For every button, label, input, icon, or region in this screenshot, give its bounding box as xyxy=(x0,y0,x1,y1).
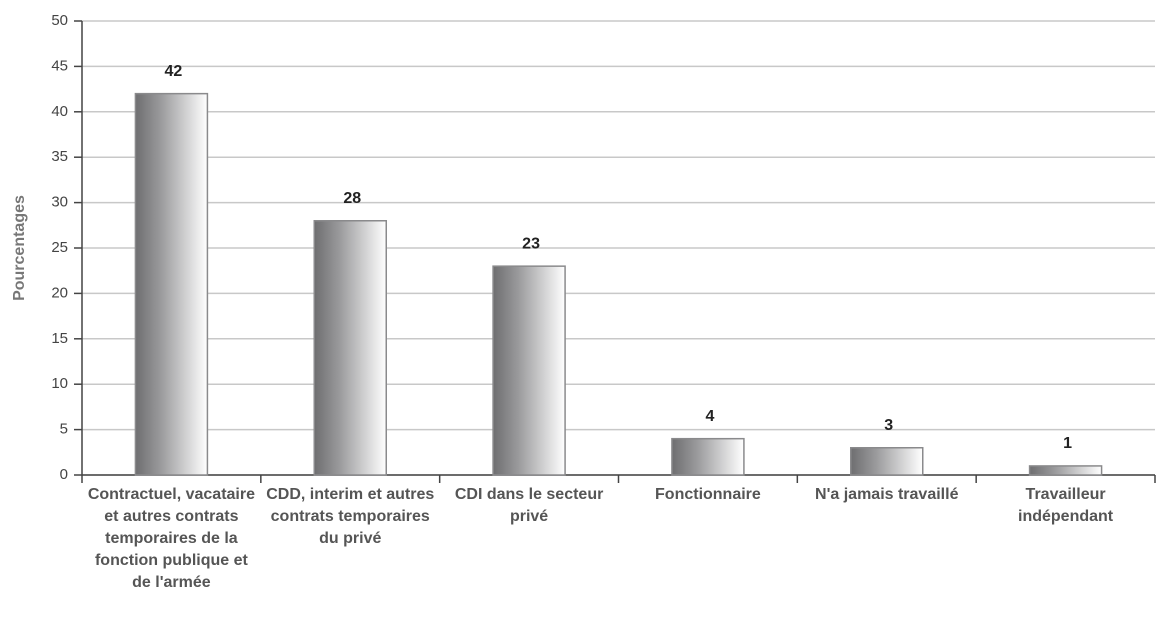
bar xyxy=(492,265,566,476)
y-axis-label: Pourcentages xyxy=(11,195,28,301)
x-tick-label: Contractuel, vacataire et autres contrat… xyxy=(87,486,255,591)
y-tick-label: 40 xyxy=(51,103,68,120)
y-tick-label: 0 xyxy=(60,466,68,483)
y-tick-label: 5 xyxy=(60,421,68,438)
bar xyxy=(1028,465,1103,476)
x-tick-label: Fonctionnaire xyxy=(655,486,761,503)
bar xyxy=(671,437,745,476)
value-label: 42 xyxy=(165,63,183,80)
y-tick-label: 10 xyxy=(51,375,68,392)
bar xyxy=(313,220,387,476)
y-tick-label: 20 xyxy=(51,284,68,301)
y-tick-label: 30 xyxy=(51,194,68,211)
y-tick-label: 45 xyxy=(51,57,68,74)
bar xyxy=(134,92,209,476)
x-tick-label: Travailleur indépendant xyxy=(1018,486,1114,525)
y-tick-label: 25 xyxy=(51,239,68,256)
y-tick-label: 50 xyxy=(51,12,68,29)
value-label: 1 xyxy=(1063,435,1072,452)
x-tick-label: N'a jamais travaillé xyxy=(815,486,959,503)
value-label: 3 xyxy=(884,417,893,434)
y-tick-label: 35 xyxy=(51,148,68,165)
value-label: 23 xyxy=(522,235,540,252)
value-label: 28 xyxy=(343,190,361,207)
y-tick-label: 15 xyxy=(51,330,68,347)
x-tick-label: CDD, interim et autres contrats temporai… xyxy=(266,486,435,547)
value-label: 4 xyxy=(705,408,714,425)
bar xyxy=(850,447,924,476)
x-tick-label: CDI dans le secteur privé xyxy=(454,486,604,525)
